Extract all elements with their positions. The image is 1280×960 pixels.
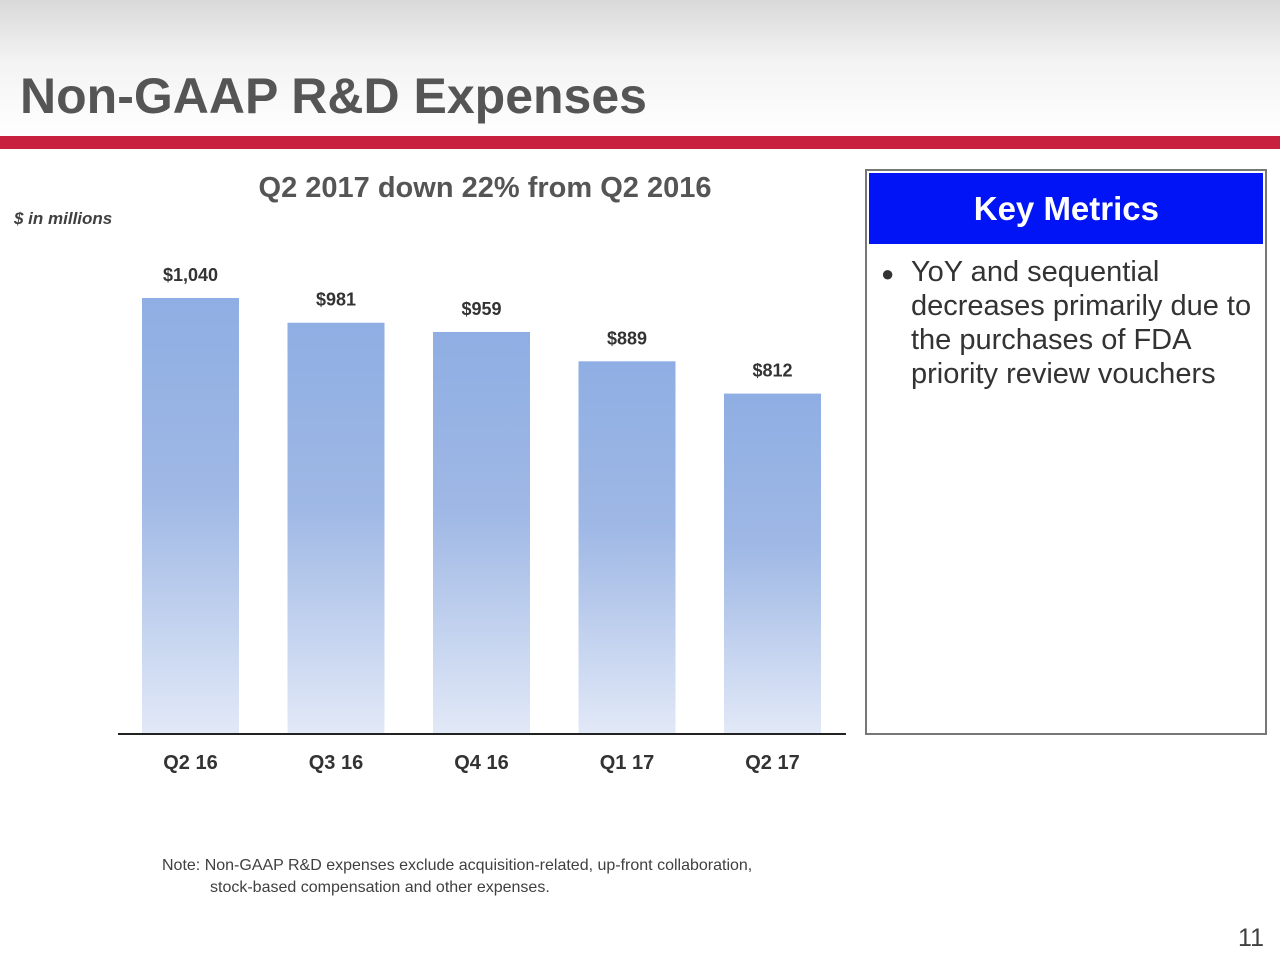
footnote-line-2: stock-based compensation and other expen… xyxy=(210,879,550,896)
category-label: Q1 17 xyxy=(600,752,654,774)
value-label: $981 xyxy=(316,290,356,310)
page-number: 11 xyxy=(1238,924,1264,952)
key-metrics-box: Key Metrics ● YoY and sequential decreas… xyxy=(865,169,1267,735)
bar-q3-16 xyxy=(287,322,385,734)
bar-q2-17 xyxy=(724,393,821,734)
units-label: $ in millions xyxy=(14,209,113,228)
value-label: $959 xyxy=(461,299,501,319)
page-title: Non-GAAP R&D Expenses xyxy=(20,68,647,124)
bar-q4-16 xyxy=(433,331,530,734)
footnote: Note: Non-GAAP R&D expenses exclude acqu… xyxy=(162,855,862,899)
value-label: $889 xyxy=(607,328,647,348)
bullet-icon: ● xyxy=(881,261,895,286)
key-metrics-heading: Key Metrics xyxy=(869,173,1263,244)
red-divider xyxy=(0,136,1280,149)
chart-title: Q2 2017 down 22% from Q2 2016 xyxy=(258,172,712,204)
category-label: Q2 16 xyxy=(163,752,217,774)
header-band xyxy=(0,0,1280,136)
key-metrics-bullet: YoY and sequential decreases primarily d… xyxy=(911,256,1252,390)
footnote-line-1: Note: Non-GAAP R&D expenses exclude acqu… xyxy=(162,857,753,874)
bar-q2-16 xyxy=(142,298,239,734)
bar-chart: $1,040 Q2 16 $981 Q3 16 $959 Q4 16 $889 Q1 17 $8… xyxy=(118,265,846,774)
value-label: $1,040 xyxy=(163,265,218,285)
category-label: Q3 16 xyxy=(309,752,363,774)
value-label: $812 xyxy=(752,361,792,381)
bar-q1-17 xyxy=(578,361,676,734)
category-label: Q2 17 xyxy=(745,752,799,774)
category-label: Q4 16 xyxy=(454,752,508,774)
